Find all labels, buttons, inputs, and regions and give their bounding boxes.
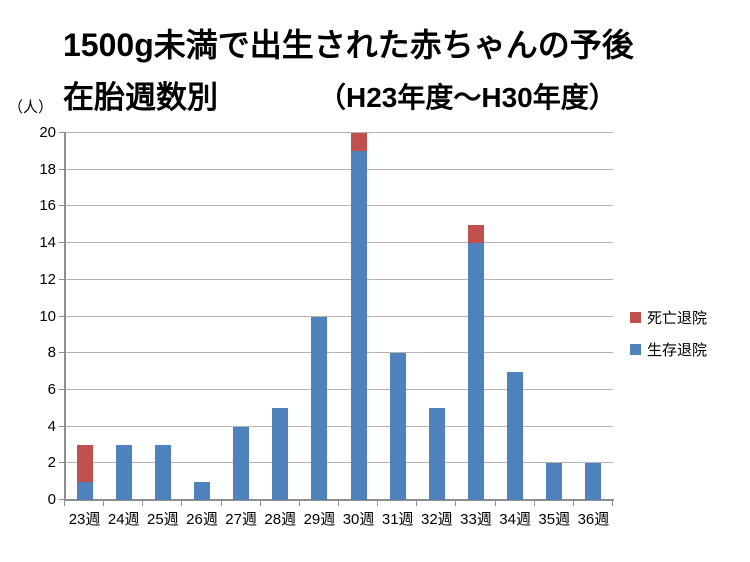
legend-label-death: 死亡退院 [647, 310, 708, 327]
gridline [65, 352, 613, 354]
x-axis-tick [181, 501, 183, 506]
y-axis-unit-label: （人） [8, 99, 54, 116]
x-axis-label: 32週 [421, 511, 453, 528]
bar-segment-survive [585, 463, 602, 500]
x-axis-tick [103, 501, 105, 506]
chart-title: 1500g未満で出生された赤ちゃんの予後 [63, 27, 634, 63]
x-axis-tick [298, 501, 300, 506]
gridline [65, 132, 613, 133]
x-axis-label: 33週 [460, 511, 492, 528]
x-axis-label: 30週 [342, 511, 375, 528]
x-axis-tick [533, 501, 535, 506]
bar-segment-death [468, 224, 484, 244]
bar-segment-survive [428, 408, 445, 500]
y-axis-label: 6 [47, 380, 56, 398]
x-axis-label: 29週 [303, 511, 336, 528]
y-axis-line [64, 132, 66, 501]
x-axis-label: 27週 [225, 511, 257, 528]
gridline [65, 462, 613, 464]
y-axis-label: 16 [39, 197, 56, 215]
y-axis-label: 20 [39, 124, 56, 141]
gridline [65, 315, 613, 317]
y-axis-tick [59, 388, 65, 390]
gridline [65, 242, 613, 244]
bar-segment-survive [233, 426, 250, 500]
bar-segment-survive [389, 353, 406, 500]
x-axis-label: 23週 [68, 511, 101, 528]
bar-segment-death [350, 133, 367, 152]
gridline [65, 425, 613, 427]
y-axis-tick [59, 205, 65, 207]
gridline [65, 388, 613, 390]
x-axis-tick [612, 501, 613, 506]
y-axis-tick [59, 425, 65, 427]
bar-segment-death [76, 444, 93, 482]
x-axis-tick [142, 501, 144, 506]
x-axis-label: 36週 [577, 511, 610, 528]
bar-segment-survive [311, 316, 328, 500]
x-axis-label: 34週 [499, 511, 531, 528]
x-axis-label: 24週 [107, 511, 140, 528]
bar-segment-survive [546, 463, 563, 500]
x-axis-label: 35週 [538, 511, 571, 528]
x-axis-tick [259, 501, 261, 506]
gridline [65, 168, 613, 170]
legend-swatch-death [630, 312, 641, 323]
y-axis-label: 4 [47, 417, 56, 435]
bar-segment-survive [194, 481, 210, 500]
y-axis-tick [59, 462, 65, 464]
gridline [65, 205, 613, 207]
x-axis-label: 28週 [264, 511, 297, 528]
y-axis-tick [59, 242, 65, 244]
bar-segment-survive [507, 371, 524, 500]
x-axis-tick [64, 501, 65, 506]
y-axis-label: 2 [47, 454, 56, 472]
x-axis-tick [338, 501, 339, 506]
x-axis-tick [494, 501, 496, 506]
y-axis-label: 18 [39, 160, 56, 178]
x-axis-label: 31週 [381, 511, 414, 528]
chart-subtitle: 在胎週数別 [63, 80, 218, 115]
y-axis-label: 0 [47, 491, 56, 508]
y-axis-tick [59, 315, 65, 317]
x-axis-tick [455, 501, 457, 506]
y-axis-tick [59, 352, 65, 354]
gridline [65, 278, 613, 280]
bar-segment-survive [76, 481, 93, 500]
legend: 死亡退院 生存退院 [630, 307, 707, 360]
y-axis-label: 12 [39, 270, 56, 288]
x-axis-line [64, 499, 614, 501]
y-axis-label: 8 [47, 344, 56, 362]
x-axis-tick [377, 501, 379, 506]
y-axis-tick [59, 132, 65, 133]
y-axis-label: 10 [39, 307, 56, 325]
x-axis-label: 26週 [186, 511, 218, 528]
legend-item-death: 死亡退院 [630, 307, 707, 328]
bar-segment-survive [115, 444, 132, 500]
y-axis-tick [59, 278, 65, 280]
legend-label-survive: 生存退院 [647, 342, 708, 359]
legend-swatch-survive [630, 344, 641, 355]
x-axis-label: 25週 [147, 511, 179, 528]
legend-item-survive: 生存退院 [630, 339, 707, 360]
x-axis-tick [416, 501, 418, 506]
bar-segment-survive [468, 243, 484, 500]
y-axis-tick [59, 168, 65, 170]
y-axis-tick [59, 499, 65, 500]
chart-subtitle-period: （H23年度～H30年度） [318, 82, 617, 113]
x-axis-tick [572, 501, 574, 506]
bar-segment-survive [154, 444, 171, 500]
x-axis-tick [220, 501, 222, 506]
bar-segment-survive [350, 151, 367, 500]
y-axis-label: 14 [39, 234, 56, 252]
bar-segment-survive [272, 408, 289, 500]
